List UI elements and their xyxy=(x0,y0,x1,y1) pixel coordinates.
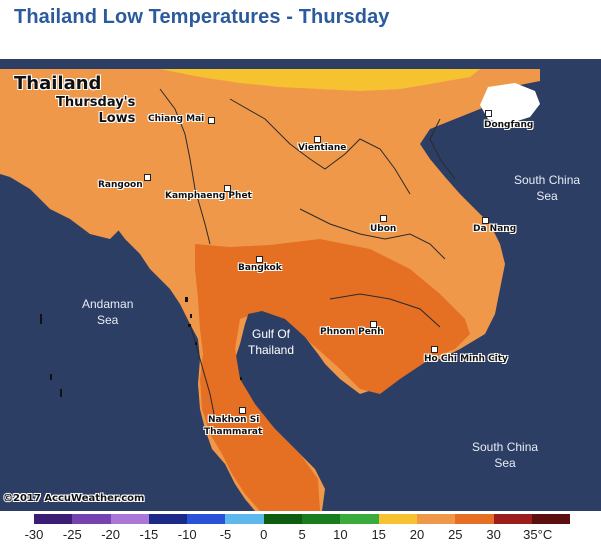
country-label: Thailand xyxy=(14,73,102,94)
city-label-da-nang: Da Nang xyxy=(473,224,517,234)
gulf-water xyxy=(245,311,345,414)
city-dot-kamphaeng-phet xyxy=(224,185,231,192)
city-dot-rangoon xyxy=(144,174,151,181)
sea-label-gulf-line1: Gulf Of xyxy=(252,327,291,341)
andaman-islands xyxy=(40,297,242,397)
legend-tick-label: 20 xyxy=(409,527,425,542)
city-label-vientiane: Vientiane xyxy=(298,143,347,153)
legend-tick-label: -20 xyxy=(101,527,120,542)
legend-tick-label: 0 xyxy=(260,527,268,542)
band-15-20 xyxy=(160,69,480,91)
city-dot-ho-chi-minh-city xyxy=(431,346,438,353)
map-subtitle-line2: Lows xyxy=(98,111,136,126)
legend-tick-label: 25 xyxy=(448,527,463,542)
legend-swatch xyxy=(531,514,571,524)
legend-swatch xyxy=(225,514,264,524)
legend-swatch xyxy=(34,514,73,524)
sea-label-gulf-of-thailand: Gulf Of Thailand xyxy=(248,326,294,358)
legend-tick-label: -25 xyxy=(62,527,82,542)
city-label-rangoon: Rangoon xyxy=(98,180,143,190)
city-label-nakhon-si: Nakhon Si xyxy=(208,415,260,425)
city-label-ho-chi-minh-city: Ho Chi Minh City xyxy=(424,354,508,364)
country-borders xyxy=(159,88,456,420)
sea-label-south-china-1-line1: South China xyxy=(514,173,581,187)
city-dot-vientiane xyxy=(314,136,321,143)
legend-tick-label: -10 xyxy=(177,527,197,542)
copyright-notice: ©2017 AccuWeather.com xyxy=(3,493,145,504)
city-label-chiang-mai: Chiang Mai xyxy=(148,114,205,124)
city-label-dongfang: Dongfang xyxy=(484,120,534,130)
city-dot-da-nang xyxy=(482,217,489,224)
band-25-30 xyxy=(195,239,470,511)
legend-swatch xyxy=(455,514,494,524)
city-dot-nakhon-si-thammarat xyxy=(239,407,246,414)
map-graphic xyxy=(0,59,601,511)
sea-label-gulf-line2: Thailand xyxy=(248,343,295,357)
map-subtitle-line1: Thursday's xyxy=(56,95,136,110)
legend-swatch xyxy=(378,514,417,524)
sea-label-south-china-1-line2: Sea xyxy=(536,189,558,203)
hainan-island xyxy=(480,83,540,125)
sea-label-south-china-1: South China Sea xyxy=(514,172,580,204)
sea-label-andaman-line2: Sea xyxy=(97,313,119,327)
legend-swatch xyxy=(110,514,149,524)
legend-tick-label: -5 xyxy=(219,527,232,542)
legend-tick-label: -15 xyxy=(139,527,159,542)
sea-label-south-china-2-line2: Sea xyxy=(494,456,516,470)
city-label-thammarat: Thammarat xyxy=(204,427,263,437)
sea-label-andaman: Andaman Sea xyxy=(82,296,133,328)
legend-swatch xyxy=(148,514,188,524)
city-dot-phnom-penh xyxy=(370,321,377,328)
legend-tick-label: 30 xyxy=(486,527,501,542)
legend-tick-label: 35°C xyxy=(523,527,553,542)
sea-label-south-china-2-line1: South China xyxy=(472,440,539,454)
legend-swatch xyxy=(263,514,303,524)
legend-swatch xyxy=(72,514,111,524)
map-subtitle: Thursday's Lows xyxy=(56,95,135,127)
sea-label-andaman-line1: Andaman xyxy=(82,297,134,311)
legend-swatch xyxy=(187,514,226,524)
legend-tick-label: 5 xyxy=(298,527,306,542)
legend-swatch xyxy=(416,514,456,524)
legend-tick-label: 10 xyxy=(333,527,348,542)
city-dot-dongfang xyxy=(485,110,492,117)
temperature-map: Thailand Thursday's Lows Chiang Mai Dong… xyxy=(0,59,601,511)
legend-swatch xyxy=(340,514,379,524)
city-dot-bangkok xyxy=(256,256,263,263)
city-label-kamphaeng-phet: Kamphaeng Phet xyxy=(165,191,252,201)
city-dot-ubon xyxy=(380,215,387,222)
city-dot-chiang-mai xyxy=(208,117,215,124)
city-label-bangkok: Bangkok xyxy=(238,263,282,273)
city-label-ubon: Ubon xyxy=(370,224,397,234)
page-title: Thailand Low Temperatures - Thursday xyxy=(14,6,390,28)
temperature-legend-bar xyxy=(34,514,571,524)
legend-tick-label: -30 xyxy=(24,527,44,542)
legend-tick-label: 15 xyxy=(371,527,386,542)
legend-swatch xyxy=(493,514,532,524)
landmass-west xyxy=(0,139,120,239)
temperature-legend-labels: -30 -25 -20 -15 -10 -5 0 5 10 15 20 25 30 35°C xyxy=(0,527,601,547)
sea-label-south-china-2: South China Sea xyxy=(472,439,538,471)
legend-swatch xyxy=(302,514,341,524)
city-label-phnom-penh: Phnom Penh xyxy=(320,327,384,337)
